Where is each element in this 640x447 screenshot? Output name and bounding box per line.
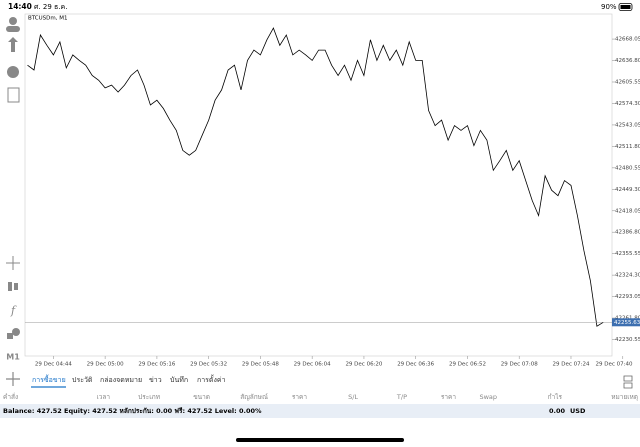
last-price-label: 42255.63 xyxy=(614,320,640,326)
battery-icon xyxy=(618,3,633,11)
plot: 42668.05 42636.80 42605.55 42574.30 42543.05… xyxy=(25,27,640,368)
status-date: ศ. 29 ธ.ค. xyxy=(34,3,67,11)
column-header: ประเภท xyxy=(138,393,160,401)
tab[interactable]: กล่องจดหมาย xyxy=(100,376,142,384)
y-tick-label: 42574.30 xyxy=(615,101,640,107)
battery-text: 90% xyxy=(601,3,617,11)
objects-icon-2 xyxy=(7,333,13,339)
layout-icon[interactable] xyxy=(623,375,633,389)
trade-icon[interactable] xyxy=(8,37,18,52)
column-header: เวลา xyxy=(96,393,110,401)
column-header: ราคา xyxy=(441,393,456,401)
tabs: ประวัติ กล่องจดหมาย ข่าว บันทึก การตั้งค่า xyxy=(72,373,226,384)
y-tick-label: 42605.55 xyxy=(615,79,640,85)
candles-icon-2 xyxy=(14,283,18,290)
column-header: T/P xyxy=(396,393,407,401)
x-tick-label: 29 Dec 06:20 xyxy=(345,362,382,368)
home-indicator xyxy=(236,438,404,442)
y-tick-label: 42511.80 xyxy=(615,144,640,150)
column-header: S/L xyxy=(348,393,358,401)
x-tick-label: 29 Dec 04:44 xyxy=(35,362,72,368)
price-line xyxy=(27,27,604,327)
toolbar: f xyxy=(6,17,20,386)
chat-icon[interactable] xyxy=(7,66,19,78)
y-tick-label: 42636.80 xyxy=(615,58,640,64)
x-tick-label: 29 Dec 05:16 xyxy=(138,362,175,368)
timeframe[interactable]: M1 xyxy=(6,353,20,362)
y-tick-label: 42386.80 xyxy=(615,230,640,236)
currency: USD xyxy=(570,407,586,415)
crosshair-icon[interactable] xyxy=(6,256,20,270)
y-tick-label: 42293.05 xyxy=(615,294,640,300)
x-tick-label: 29 Dec 05:48 xyxy=(242,362,279,368)
chart-frame xyxy=(24,13,613,357)
tab[interactable]: การตั้งค่า xyxy=(197,373,226,384)
objects-icon[interactable] xyxy=(12,328,20,336)
account-icon[interactable] xyxy=(9,17,17,25)
indicator-icon[interactable]: f xyxy=(10,304,17,317)
tab[interactable]: ข่าว xyxy=(149,376,162,384)
status-time: 14:40 xyxy=(8,2,32,11)
x-tick-label: 29 Dec 05:32 xyxy=(190,362,227,368)
y-tick-label: 42324.30 xyxy=(615,273,640,279)
y-tick-label: 42668.05 xyxy=(615,37,640,43)
balance-text: Balance: 427.52 Equity: 427.52 หลักประกั… xyxy=(3,407,262,415)
x-tick-label: 29 Dec 07:24 xyxy=(552,362,589,368)
chart-title: BTCUSDm, M1 xyxy=(28,16,68,22)
y-tick-label: 42449.30 xyxy=(615,187,640,193)
account-icon-body xyxy=(6,26,20,32)
column-header: ขนาด xyxy=(193,393,210,401)
last-price-box xyxy=(612,318,640,327)
x-tick-label: 29 Dec 06:04 xyxy=(294,362,331,368)
column-header: Swap xyxy=(479,393,497,401)
x-tick-label: 29 Dec 06:36 xyxy=(397,362,434,368)
tab[interactable]: บันทึก xyxy=(170,375,188,384)
column-header: คำสั่ง xyxy=(3,392,18,401)
y-tick-label: 42230.55 xyxy=(615,337,640,343)
x-tick-label: 29 Dec 06:52 xyxy=(449,362,486,368)
column-header: ราคา xyxy=(292,393,307,401)
candles-icon[interactable] xyxy=(8,282,12,291)
x-tick-label: 29 Dec 07:40 xyxy=(596,362,633,368)
column-header: สัญลักษณ์ xyxy=(240,393,268,401)
column-header: กำไร xyxy=(548,393,563,401)
y-tick-label: 42418.05 xyxy=(615,208,640,214)
profit: 0.00 xyxy=(549,407,566,415)
y-tick-label: 42543.05 xyxy=(615,122,640,128)
column-header: หมายเหตุ xyxy=(611,393,638,401)
balance-row xyxy=(0,404,640,418)
x-tick-label: 29 Dec 05:00 xyxy=(87,362,124,368)
tab[interactable]: ประวัติ xyxy=(72,376,93,384)
add-icon[interactable] xyxy=(6,372,20,386)
y-tick-label: 42355.55 xyxy=(615,251,640,257)
columns: คำสั่ง เวลา ประเภท ขนาด สัญลักษณ์ ราคา S/L T/P ร… xyxy=(3,392,638,401)
x-tick-label: 29 Dec 07:08 xyxy=(501,362,538,368)
y-tick-label: 42480.55 xyxy=(615,165,640,171)
new-order-icon[interactable] xyxy=(7,87,20,103)
tab-active[interactable]: การซื้อขาย xyxy=(32,373,66,384)
battery-level xyxy=(620,5,631,9)
